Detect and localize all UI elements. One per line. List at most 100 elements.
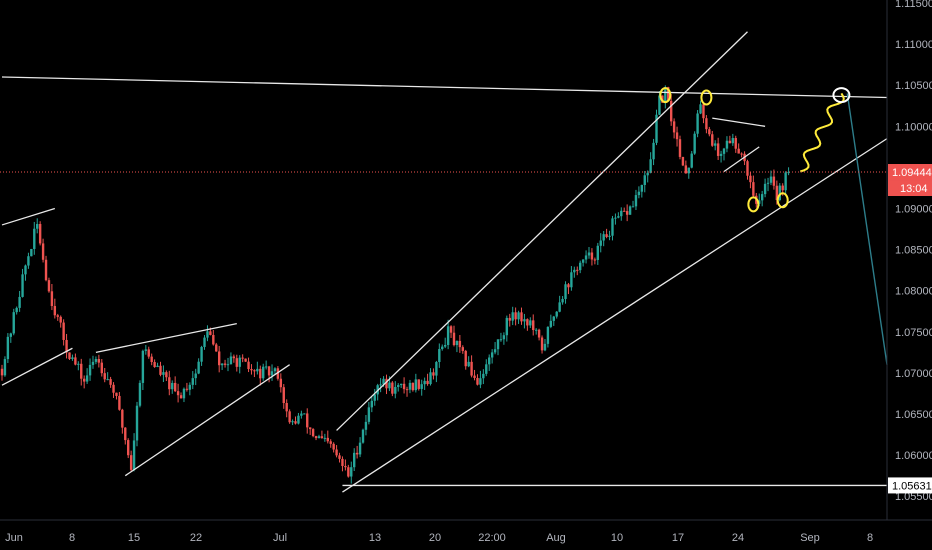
candle-body bbox=[382, 378, 385, 385]
candle-body bbox=[749, 175, 752, 183]
candle-body bbox=[690, 153, 693, 168]
price-axis[interactable]: 1.115001.110001.105001.100001.095001.090… bbox=[886, 0, 932, 520]
candle-body bbox=[9, 333, 13, 337]
price-tick-label: 1.09000 bbox=[895, 204, 932, 216]
candle-body bbox=[617, 216, 620, 218]
candle-body bbox=[464, 350, 467, 367]
candle-body bbox=[485, 364, 488, 374]
candle-body bbox=[355, 452, 359, 455]
candle-body bbox=[637, 191, 641, 196]
candle-body bbox=[564, 284, 567, 299]
candle-body bbox=[238, 357, 241, 367]
candle-body bbox=[552, 316, 555, 321]
candle-body bbox=[405, 389, 409, 391]
candle-body bbox=[212, 334, 215, 345]
candle-body bbox=[256, 368, 259, 372]
candle-body bbox=[490, 352, 494, 358]
candle-body bbox=[687, 167, 690, 174]
time-tick-label: 8 bbox=[69, 532, 75, 544]
candle-body bbox=[664, 87, 667, 103]
trendline-0 bbox=[1, 347, 73, 386]
candle-body bbox=[608, 235, 611, 237]
candle-body bbox=[705, 118, 708, 130]
candle-body bbox=[188, 384, 192, 390]
candle-body bbox=[420, 384, 423, 389]
candle-body bbox=[693, 133, 696, 154]
candle-body bbox=[62, 322, 65, 340]
candle-body bbox=[529, 320, 532, 326]
candle-body bbox=[699, 104, 702, 114]
candle-body bbox=[517, 312, 520, 320]
price-tags: 1.09444 13:04 1.05631 bbox=[888, 164, 932, 494]
candle-body bbox=[250, 369, 253, 371]
target-marker-circle bbox=[832, 87, 851, 104]
price-tick-label: 1.11000 bbox=[895, 39, 932, 51]
candle-body bbox=[620, 210, 623, 217]
price-tick-label: 1.11500 bbox=[895, 0, 932, 10]
candle-body bbox=[502, 335, 506, 340]
candle-body bbox=[112, 384, 115, 393]
trendline-1 bbox=[1, 207, 56, 226]
candle-body bbox=[353, 452, 356, 468]
candle-body bbox=[335, 449, 338, 456]
drawing-layer bbox=[1, 31, 888, 493]
candle-body bbox=[479, 378, 482, 385]
candle-body bbox=[555, 311, 558, 317]
candle-body bbox=[772, 176, 776, 186]
candle-body bbox=[223, 363, 227, 365]
candle-body bbox=[678, 139, 682, 157]
candle-body bbox=[532, 320, 535, 331]
candle-body bbox=[285, 403, 288, 412]
candle-body bbox=[775, 185, 779, 201]
candle-body bbox=[740, 153, 743, 155]
candle-body bbox=[758, 200, 761, 204]
candle-body bbox=[215, 344, 218, 352]
candle-body bbox=[578, 262, 582, 271]
time-tick-label: Aug bbox=[546, 532, 566, 544]
candle-body bbox=[476, 377, 479, 385]
candle-body bbox=[132, 440, 136, 470]
candle-body bbox=[30, 248, 33, 257]
candle-body bbox=[649, 159, 652, 173]
price-tick-label: 1.07500 bbox=[895, 327, 932, 339]
candle-body bbox=[581, 259, 585, 263]
candle-body bbox=[344, 465, 347, 468]
candle-body bbox=[294, 421, 297, 424]
time-tick-label: 22 bbox=[190, 532, 202, 544]
price-tick-label: 1.10500 bbox=[895, 80, 932, 92]
candle-body bbox=[229, 356, 233, 365]
candle-body bbox=[71, 357, 74, 360]
candle-body bbox=[94, 358, 98, 362]
candle-body bbox=[385, 378, 388, 389]
candle-body bbox=[540, 337, 544, 351]
candle-body bbox=[734, 138, 737, 149]
candle-body bbox=[388, 382, 391, 389]
trendline-4 bbox=[1, 76, 888, 99]
candle-body bbox=[311, 429, 315, 437]
candle-body bbox=[44, 259, 48, 281]
candle-body bbox=[247, 361, 250, 370]
candle-body bbox=[435, 362, 438, 376]
candle-body bbox=[543, 343, 547, 351]
candle-body bbox=[50, 291, 54, 307]
candle-body bbox=[124, 427, 127, 441]
candle-body bbox=[203, 337, 206, 347]
candle-body bbox=[194, 373, 197, 379]
candle-body bbox=[669, 100, 673, 122]
candle-body bbox=[288, 411, 291, 423]
candle-body bbox=[426, 380, 429, 385]
candle-body bbox=[763, 183, 767, 195]
candle-body bbox=[546, 326, 550, 344]
candle-body bbox=[523, 319, 526, 322]
candle-body bbox=[217, 351, 221, 366]
candle-body bbox=[752, 182, 755, 196]
candle-body bbox=[185, 388, 189, 390]
time-axis[interactable]: Jun 8 15 22 Jul 13 20 22:00 Aug 10 17 24 Sep 8 bbox=[0, 519, 932, 544]
candle-body bbox=[162, 372, 165, 375]
candle-body bbox=[643, 175, 646, 185]
candle-body bbox=[109, 379, 112, 385]
trendline-5 bbox=[336, 31, 748, 431]
candle-body bbox=[147, 349, 150, 357]
trendline-3 bbox=[95, 322, 237, 353]
